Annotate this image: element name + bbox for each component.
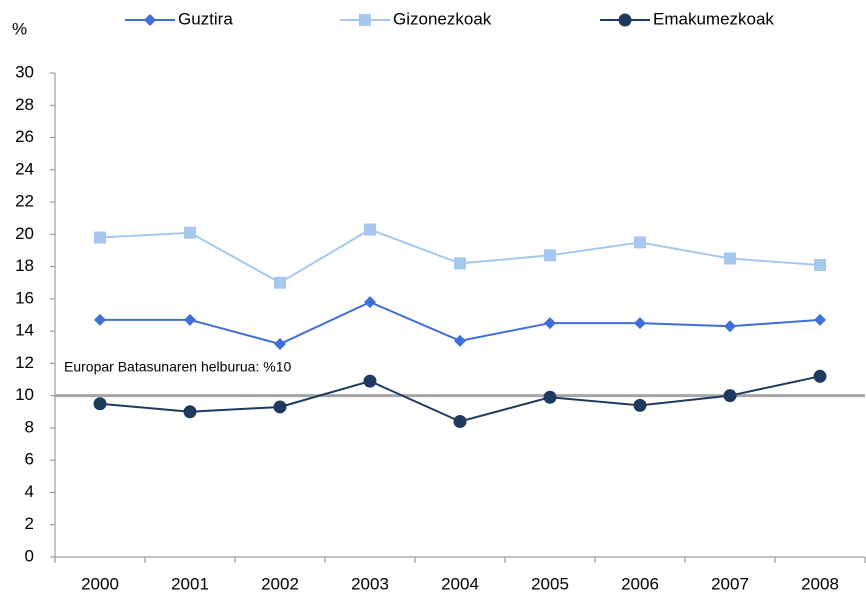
y-axis-label: %	[12, 19, 27, 38]
y-tick-label: 20	[15, 224, 34, 243]
x-tick-label: 2008	[801, 574, 839, 593]
x-tick-label: 2000	[81, 574, 119, 593]
data-point	[814, 313, 826, 326]
y-tick-label: 14	[15, 321, 34, 340]
y-tick-label: 10	[15, 385, 34, 404]
reference-label: Europar Batasunaren helburua: %10	[64, 358, 291, 374]
data-point	[724, 252, 736, 265]
data-point	[544, 249, 556, 262]
data-point	[633, 398, 647, 412]
data-point	[543, 390, 557, 404]
data-point	[723, 389, 737, 403]
data-point	[634, 236, 646, 249]
x-tick-label: 2001	[171, 574, 209, 593]
y-tick-label: 16	[15, 288, 34, 307]
data-point	[184, 313, 196, 326]
data-point	[363, 374, 377, 388]
data-point	[454, 334, 466, 347]
y-tick-label: 26	[15, 127, 34, 146]
y-tick-label: 4	[25, 482, 34, 501]
data-point	[184, 226, 196, 239]
data-point	[453, 414, 467, 428]
series-line	[99, 375, 821, 423]
x-tick-label: 2004	[441, 574, 479, 593]
legend-marker	[144, 14, 156, 26]
legend-marker	[359, 14, 371, 26]
x-tick-label: 2006	[621, 574, 659, 593]
y-tick-label: 8	[25, 417, 34, 436]
y-tick-label: 6	[25, 450, 34, 469]
legend-label: Emakumezkoak	[653, 9, 774, 28]
y-tick-label: 24	[15, 159, 34, 178]
legend-label: Guztira	[178, 9, 233, 28]
data-point	[94, 313, 106, 326]
data-point	[454, 257, 466, 270]
data-point	[364, 223, 376, 236]
data-point	[724, 320, 736, 333]
x-tick-label: 2005	[531, 574, 569, 593]
data-point	[813, 369, 827, 383]
y-tick-label: 28	[15, 95, 34, 114]
x-tick-label: 2002	[261, 574, 299, 593]
data-point	[93, 397, 107, 411]
data-point	[364, 296, 376, 309]
y-tick-label: 2	[25, 514, 34, 533]
data-point	[634, 317, 646, 330]
legend-label: Gizonezkoak	[393, 9, 492, 28]
data-point	[274, 276, 286, 289]
y-tick-label: 30	[15, 62, 34, 81]
series-line	[99, 228, 821, 284]
y-tick-label: 22	[15, 192, 34, 211]
data-point	[814, 258, 826, 271]
y-tick-label: 0	[25, 546, 34, 565]
data-point	[94, 231, 106, 244]
y-tick-label: 12	[15, 353, 34, 372]
data-point	[183, 405, 197, 419]
data-point	[544, 317, 556, 330]
data-point	[274, 338, 286, 351]
x-tick-label: 2003	[351, 574, 389, 593]
data-point	[273, 400, 287, 414]
legend-marker	[618, 13, 632, 27]
y-tick-label: 18	[15, 256, 34, 275]
x-tick-label: 2007	[711, 574, 749, 593]
